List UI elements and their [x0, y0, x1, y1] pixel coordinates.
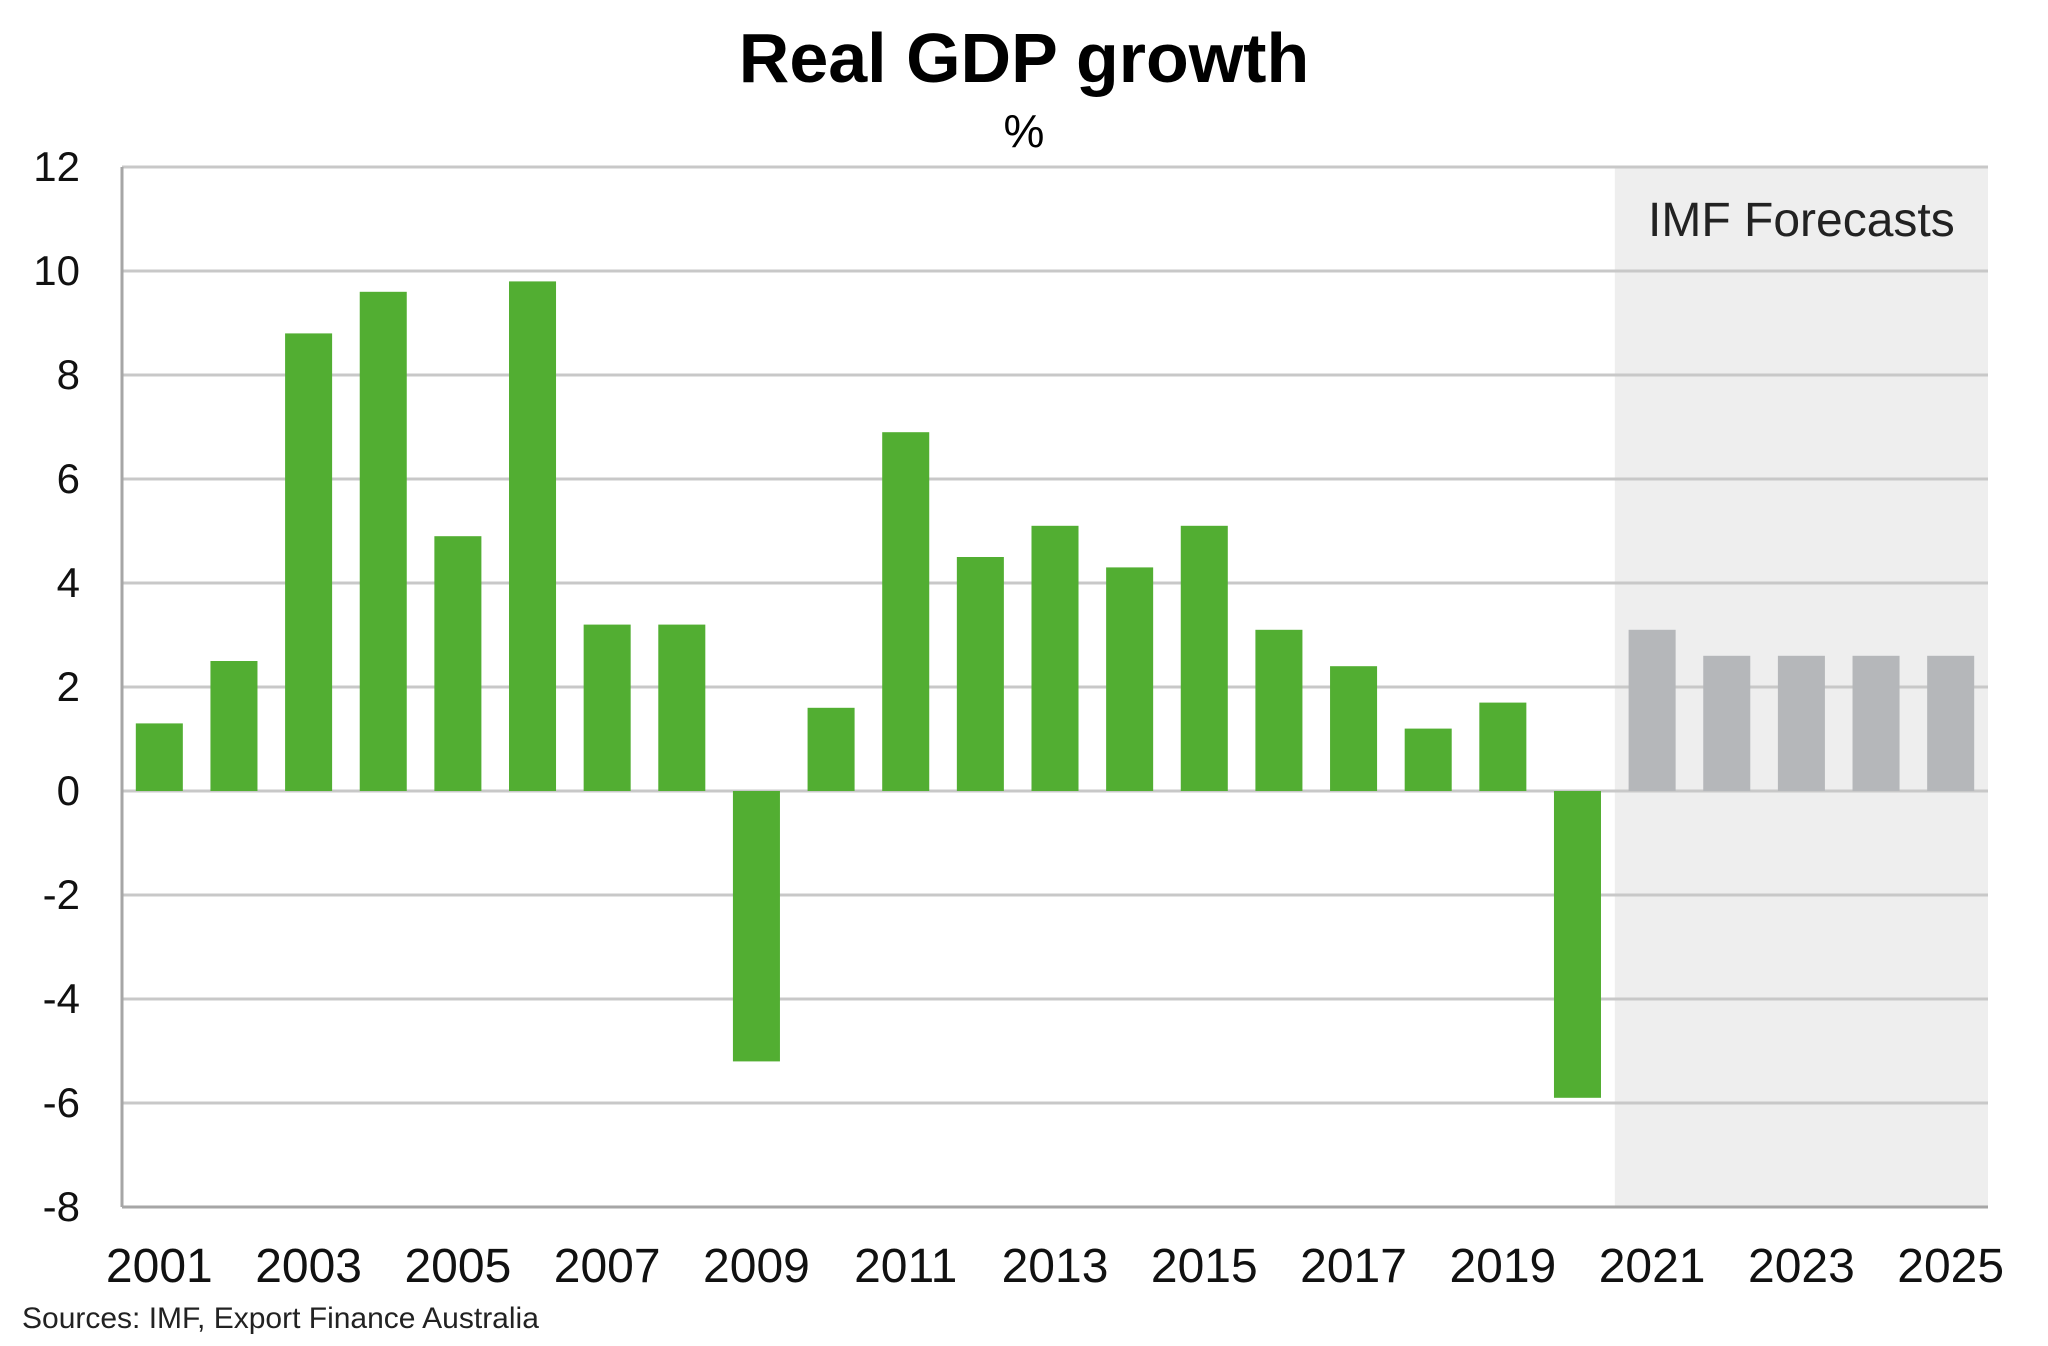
y-tick-label: 6 — [57, 455, 80, 502]
y-tick-label: -8 — [43, 1183, 80, 1230]
x-tick-label: 2009 — [703, 1240, 810, 1293]
forecast-label: IMF Forecasts — [1648, 194, 1955, 247]
bar-2022 — [1703, 655, 1751, 791]
y-tick-label: 0 — [57, 767, 80, 814]
bar-2017 — [1330, 666, 1378, 791]
bar-2019 — [1479, 702, 1527, 791]
bar-2009 — [732, 791, 780, 1062]
bar-2005 — [434, 536, 482, 791]
x-tick-label: 2005 — [404, 1240, 511, 1293]
bar-2015 — [1180, 525, 1228, 791]
bar-2025 — [1927, 655, 1975, 791]
bar-2013 — [1031, 525, 1079, 791]
bar-2011 — [882, 432, 930, 791]
x-tick-label: 2019 — [1449, 1240, 1556, 1293]
bar-2003 — [285, 333, 333, 791]
y-tick-label: -6 — [43, 1079, 80, 1126]
x-tick-label: 2017 — [1300, 1240, 1407, 1293]
x-tick-label: 2011 — [854, 1240, 957, 1293]
x-tick-label: 2013 — [1002, 1240, 1109, 1293]
bar-2004 — [359, 291, 407, 791]
y-tick-label: 10 — [33, 247, 80, 294]
bar-2010 — [807, 707, 855, 791]
y-tick-label: 2 — [57, 663, 80, 710]
bar-2020 — [1553, 791, 1601, 1098]
source-note: Sources: IMF, Export Finance Australia — [22, 1302, 539, 1335]
bar-2007 — [583, 624, 631, 791]
x-tick-label: 2007 — [554, 1240, 661, 1293]
bar-2001 — [135, 723, 183, 791]
chart-subtitle: % — [1003, 105, 1045, 157]
bar-2018 — [1404, 728, 1452, 791]
bar-2021 — [1628, 629, 1676, 791]
y-tick-label: -2 — [43, 871, 80, 918]
bar-2023 — [1777, 655, 1825, 791]
bar-2016 — [1255, 629, 1303, 791]
y-tick-label: 4 — [57, 559, 80, 606]
chart-title: Real GDP growth — [738, 19, 1310, 97]
y-tick-label: -4 — [43, 975, 80, 1022]
bar-2002 — [210, 661, 258, 791]
x-tick-label: 2025 — [1897, 1240, 2004, 1293]
bar-2006 — [509, 281, 557, 791]
bar-2014 — [1106, 567, 1154, 791]
x-tick-label: 2021 — [1599, 1240, 1706, 1293]
x-tick-label: 2001 — [106, 1240, 213, 1293]
bar-2008 — [658, 624, 706, 791]
x-tick-label: 2003 — [255, 1240, 362, 1293]
y-tick-label: 12 — [33, 143, 80, 190]
x-tick-label: 2023 — [1748, 1240, 1855, 1293]
x-tick-label: 2015 — [1151, 1240, 1258, 1293]
bar-2024 — [1852, 655, 1900, 791]
y-tick-label: 8 — [57, 351, 80, 398]
bar-2012 — [956, 557, 1004, 791]
